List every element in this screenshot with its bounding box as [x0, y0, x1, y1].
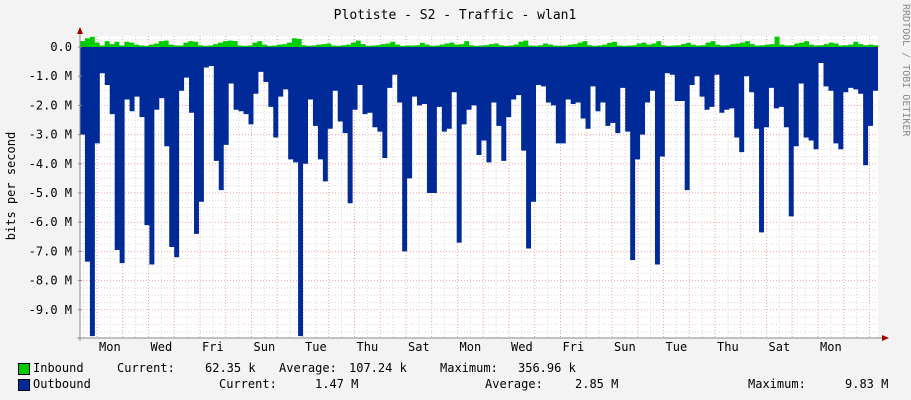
x-tick-label: Thu [357, 340, 379, 354]
y-tick-label: -2.0 M [29, 98, 72, 112]
outbound-label: Outbound [33, 377, 91, 391]
x-tick-label: Mon [99, 340, 121, 354]
x-tick-label: Fri [563, 340, 585, 354]
y-tick-label: -8.0 M [29, 274, 72, 288]
outbound-average-label: Average: [485, 377, 543, 391]
y-tick-label: 0.0 [50, 40, 72, 54]
outbound-area [80, 47, 878, 337]
y-tick-label: -1.0 M [29, 69, 72, 83]
traffic-chart: Plotiste - S2 - Traffic - wlan1 bits per… [4, 8, 889, 354]
x-tick-label: Wed [151, 340, 173, 354]
x-axis-arrow-icon [882, 335, 889, 341]
y-tick-label: -4.0 M [29, 157, 72, 171]
x-tick-label: Mon [460, 340, 482, 354]
x-tick-label: Thu [717, 340, 739, 354]
inbound-label: Inbound [33, 361, 84, 375]
inbound-maximum-value: 356.96 k [518, 361, 576, 375]
x-tick-label: Wed [511, 340, 533, 354]
inbound-average-value: 107.24 k [349, 361, 407, 375]
outbound-current-label: Current: [219, 377, 277, 391]
outbound-swatch [18, 379, 30, 391]
inbound-current-value: 62.35 k [205, 361, 256, 375]
outbound-maximum-label: Maximum: [748, 377, 806, 391]
y-axis-arrow-icon [77, 27, 83, 34]
y-tick-label: -7.0 M [29, 244, 72, 258]
y-tick-label: -9.0 M [29, 303, 72, 317]
rrdtool-credit: RRDTOOL / TOBI OETIKER [900, 4, 911, 137]
inbound-maximum-label: Maximum: [440, 361, 498, 375]
inbound-swatch [18, 363, 30, 375]
x-tick-label: Tue [305, 340, 327, 354]
x-tick-label: Tue [666, 340, 688, 354]
x-tick-label: Sat [408, 340, 430, 354]
inbound-area [80, 36, 878, 47]
x-tick-label: Sun [254, 340, 276, 354]
y-tick-label: -3.0 M [29, 128, 72, 142]
y-axis-label: bits per second [4, 132, 18, 240]
x-tick-label: Fri [202, 340, 224, 354]
inbound-current-label: Current: [117, 361, 175, 375]
y-tick-label: -6.0 M [29, 215, 72, 229]
chart-title: Plotiste - S2 - Traffic - wlan1 [334, 8, 577, 23]
x-tick-label: Mon [820, 340, 842, 354]
outbound-current-value: 1.47 M [315, 377, 359, 391]
outbound-average-value: 2.85 M [575, 377, 619, 391]
outbound-maximum-value: 9.83 M [845, 377, 889, 391]
y-tick-label: -5.0 M [29, 186, 72, 200]
inbound-average-label: Average: [279, 361, 337, 375]
x-tick-label: Sat [769, 340, 791, 354]
x-tick-label: Sun [614, 340, 636, 354]
